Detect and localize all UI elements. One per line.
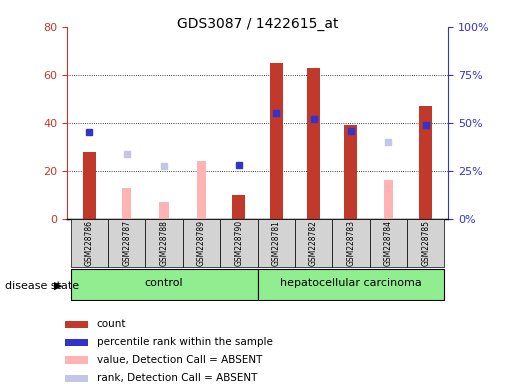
Text: percentile rank within the sample: percentile rank within the sample	[97, 338, 273, 348]
FancyBboxPatch shape	[71, 219, 108, 267]
Bar	[307, 68, 320, 219]
FancyBboxPatch shape	[145, 219, 183, 267]
Bar	[65, 356, 88, 364]
Text: hepatocellular carcinoma: hepatocellular carcinoma	[280, 278, 422, 288]
Text: GSM228789: GSM228789	[197, 220, 206, 266]
Text: GDS3087 / 1422615_at: GDS3087 / 1422615_at	[177, 17, 338, 31]
Bar	[122, 188, 131, 219]
Text: GSM228788: GSM228788	[160, 220, 168, 266]
Bar	[65, 374, 88, 382]
FancyBboxPatch shape	[295, 219, 332, 267]
Text: GSM228781: GSM228781	[272, 220, 281, 266]
Text: GSM228782: GSM228782	[309, 220, 318, 266]
Text: GSM228785: GSM228785	[421, 220, 430, 266]
Text: GSM228786: GSM228786	[85, 220, 94, 266]
FancyBboxPatch shape	[332, 219, 370, 267]
FancyBboxPatch shape	[108, 219, 145, 267]
Text: control: control	[145, 278, 183, 288]
FancyBboxPatch shape	[220, 219, 258, 267]
Text: GSM228783: GSM228783	[347, 220, 355, 266]
Text: GSM228787: GSM228787	[122, 220, 131, 266]
Bar	[419, 106, 432, 219]
Text: value, Detection Call = ABSENT: value, Detection Call = ABSENT	[97, 355, 262, 365]
Bar	[270, 63, 283, 219]
FancyBboxPatch shape	[407, 219, 444, 267]
Bar	[83, 152, 96, 219]
FancyBboxPatch shape	[258, 269, 444, 300]
FancyBboxPatch shape	[258, 219, 295, 267]
Text: rank, Detection Call = ABSENT: rank, Detection Call = ABSENT	[97, 373, 257, 383]
Bar	[384, 180, 393, 219]
Bar	[65, 339, 88, 346]
Text: ▶: ▶	[54, 281, 63, 291]
FancyBboxPatch shape	[370, 219, 407, 267]
FancyBboxPatch shape	[183, 219, 220, 267]
FancyBboxPatch shape	[71, 269, 258, 300]
Bar	[197, 161, 206, 219]
Bar	[232, 195, 245, 219]
Bar	[345, 125, 357, 219]
Text: GSM228784: GSM228784	[384, 220, 393, 266]
Text: GSM228790: GSM228790	[234, 220, 243, 266]
Text: count: count	[97, 319, 126, 329]
Bar	[65, 321, 88, 328]
Bar	[160, 202, 169, 219]
Text: disease state: disease state	[5, 281, 79, 291]
